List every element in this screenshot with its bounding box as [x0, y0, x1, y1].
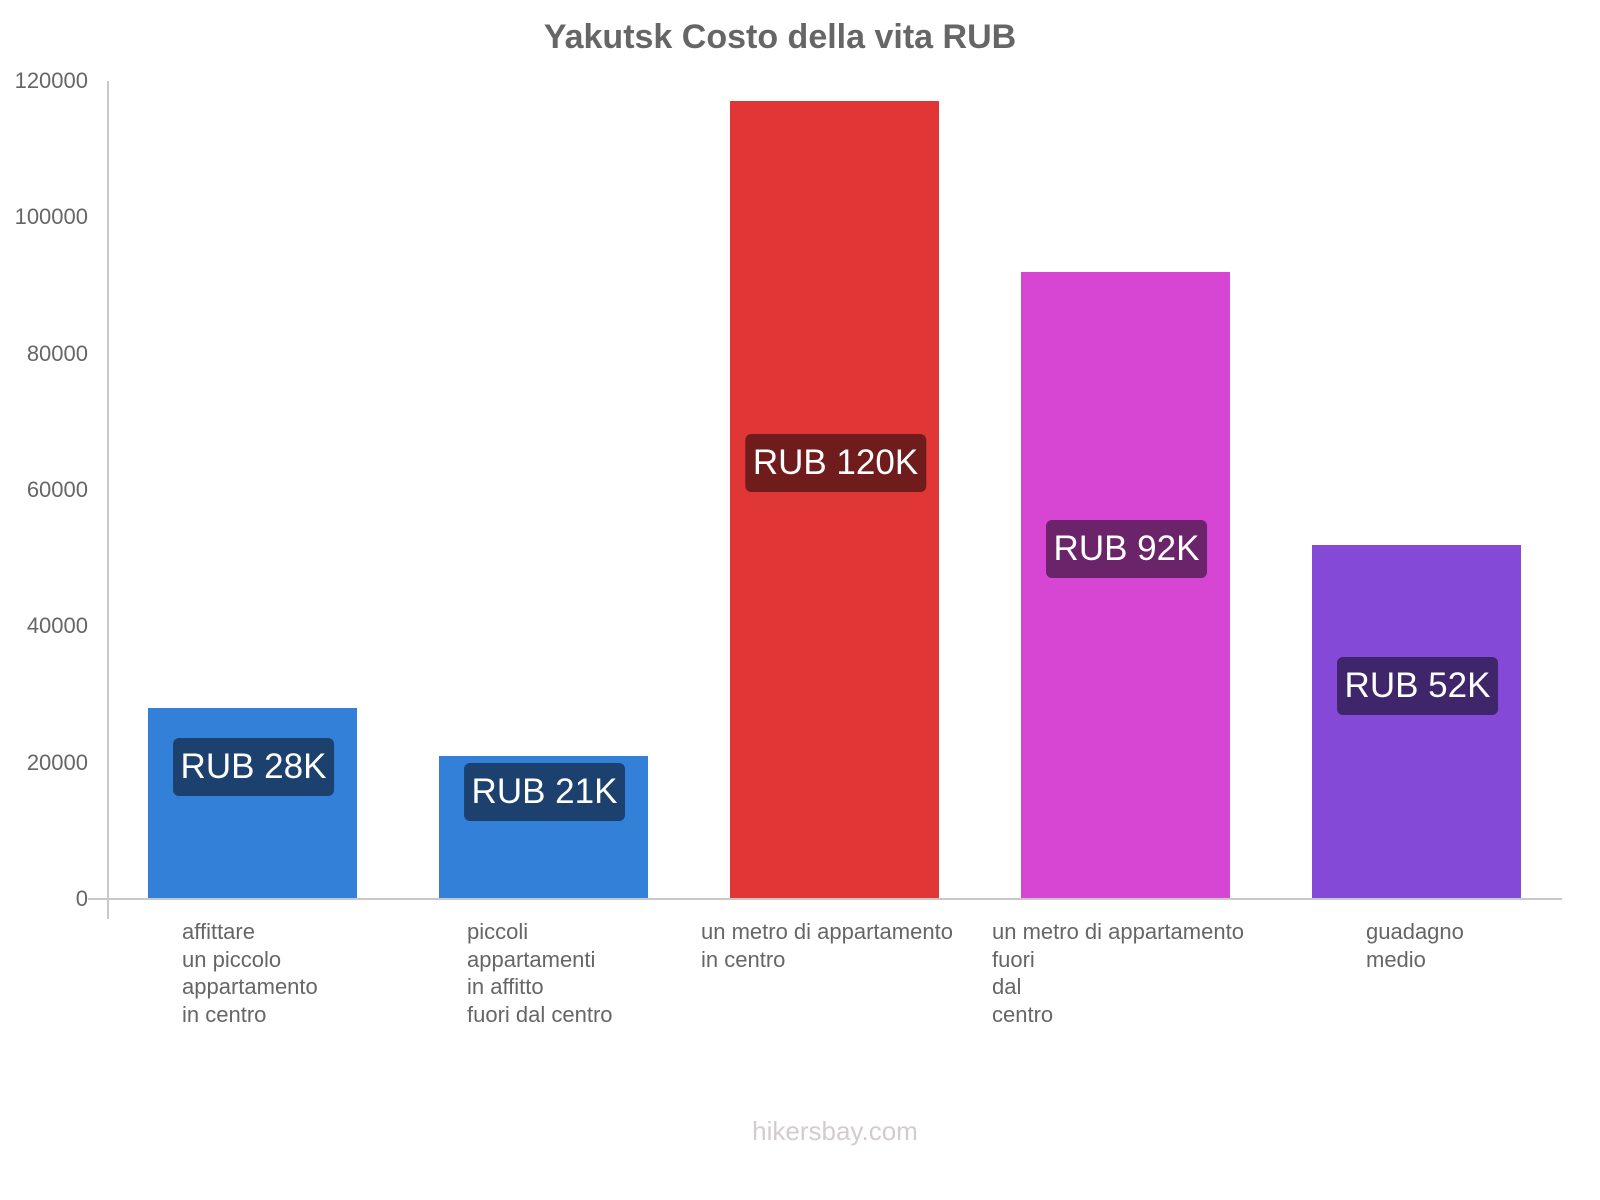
bar-value-label: RUB 28K — [172, 738, 335, 796]
y-tick-label: 20000 — [26, 749, 88, 775]
bar[interactable] — [1021, 271, 1230, 899]
y-tick-label: 80000 — [26, 340, 88, 366]
bar[interactable] — [148, 708, 357, 899]
bar[interactable] — [1312, 544, 1521, 899]
x-tick-label: piccoli appartamenti in affitto fuori da… — [467, 919, 613, 1027]
x-tick-label: un metro di appartamento in centro — [701, 919, 953, 972]
bar-value-label: RUB 92K — [1045, 520, 1208, 578]
x-tick-label: guadagno medio — [1366, 919, 1464, 972]
x-tick-label: un metro di appartamento fuori dal centr… — [992, 919, 1244, 1027]
y-tick-label: 60000 — [26, 477, 88, 502]
chart-title: Yakutsk Costo della vita RUB — [543, 18, 1017, 56]
bar[interactable] — [730, 101, 939, 899]
bar-value-label: RUB 21K — [463, 763, 626, 821]
y-tick-label: 0 — [75, 886, 88, 911]
y-tick-label: 40000 — [26, 613, 88, 639]
footer-watermark: hikersbay.com — [752, 1116, 918, 1146]
y-tick-label: 100000 — [14, 204, 88, 230]
x-tick-label: affittare un piccolo appartamento in cen… — [182, 919, 318, 1027]
y-tick-label: 120000 — [14, 68, 88, 93]
y-axis-line — [107, 81, 109, 919]
bar-value-label: RUB 120K — [744, 434, 927, 492]
bar-value-label: RUB 52K — [1336, 657, 1499, 715]
x-axis-line — [88, 898, 1562, 900]
